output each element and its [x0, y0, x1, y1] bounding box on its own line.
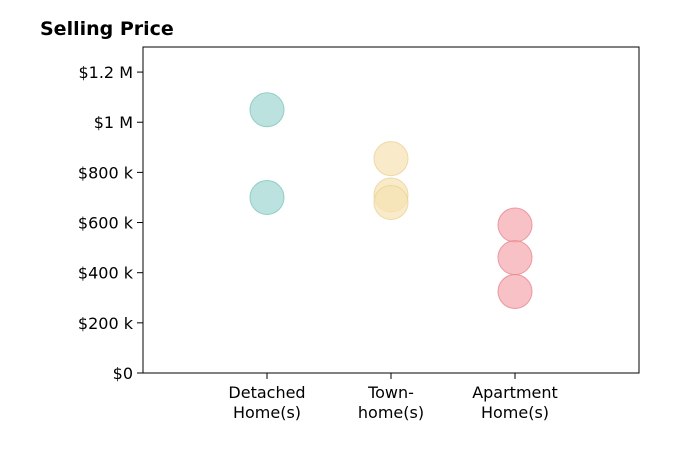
- x-tick-label: Apartment: [472, 383, 558, 402]
- x-tick-label: home(s): [358, 403, 424, 422]
- x-tick-label: Detached: [228, 383, 305, 402]
- x-tick-label: Home(s): [233, 403, 301, 422]
- y-tick-label: $400 k: [78, 264, 134, 283]
- data-point: [373, 184, 409, 220]
- y-tick-label: $200 k: [78, 314, 134, 333]
- y-axis: $0 $200 k $400 k $600 k $800 k $1 M $1.2 M: [78, 63, 143, 383]
- chart-title: Selling Price: [40, 18, 174, 40]
- x-axis: DetachedHome(s)Town-home(s)ApartmentHome…: [228, 373, 558, 422]
- y-tick-label: $800 k: [78, 163, 134, 182]
- x-tick-label: Home(s): [481, 403, 549, 422]
- y-tick-label: $0: [113, 364, 133, 383]
- y-tick-label: $1 M: [94, 113, 133, 132]
- y-tick-label: $1.2 M: [78, 63, 133, 82]
- data-point: [373, 141, 409, 177]
- data-point: [497, 240, 533, 276]
- y-tick-label: $600 k: [78, 214, 134, 233]
- data-point: [249, 179, 285, 215]
- data-point: [249, 92, 285, 128]
- data-points: [249, 92, 533, 309]
- data-point: [497, 274, 533, 309]
- data-point: [497, 207, 533, 243]
- x-tick-label: Town-: [367, 383, 414, 402]
